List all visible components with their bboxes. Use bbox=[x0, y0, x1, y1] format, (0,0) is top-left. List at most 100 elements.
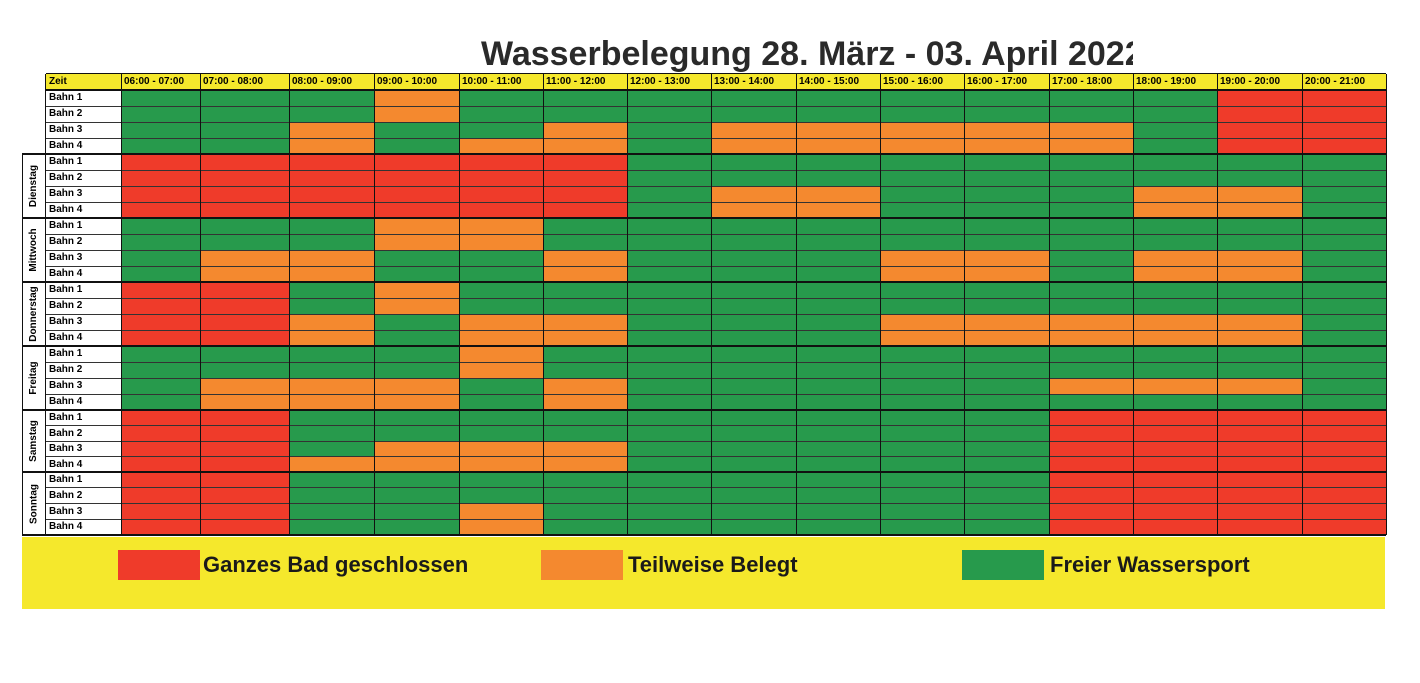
schedule-cell bbox=[1049, 425, 1133, 441]
schedule-cell bbox=[796, 330, 880, 346]
schedule-cell bbox=[1049, 170, 1133, 186]
schedule-cell bbox=[289, 519, 374, 535]
schedule-cell bbox=[964, 441, 1049, 457]
schedule-cell bbox=[627, 410, 711, 426]
schedule-cell bbox=[459, 234, 543, 250]
schedule-cell bbox=[374, 362, 459, 378]
schedule-cell bbox=[711, 90, 796, 106]
lane-label: Bahn 4 bbox=[49, 332, 83, 343]
schedule-cell bbox=[1217, 282, 1302, 298]
schedule-cell bbox=[289, 362, 374, 378]
schedule-cell bbox=[627, 394, 711, 410]
lane-label: Bahn 3 bbox=[49, 443, 83, 454]
schedule-cell bbox=[289, 410, 374, 426]
schedule-cell bbox=[374, 425, 459, 441]
schedule-cell bbox=[964, 330, 1049, 346]
schedule-cell bbox=[1217, 456, 1302, 472]
schedule-cell bbox=[1302, 410, 1386, 426]
schedule-cell bbox=[289, 154, 374, 170]
schedule-cell bbox=[711, 410, 796, 426]
schedule-cell bbox=[121, 298, 200, 314]
schedule-cell bbox=[121, 441, 200, 457]
schedule-cell bbox=[1049, 186, 1133, 202]
schedule-cell bbox=[1133, 250, 1217, 266]
schedule-cell bbox=[796, 441, 880, 457]
row-divider bbox=[46, 249, 1386, 251]
schedule-cell bbox=[1049, 154, 1133, 170]
day-separator bbox=[46, 89, 1386, 91]
schedule-cell bbox=[121, 266, 200, 282]
schedule-cell bbox=[796, 378, 880, 394]
schedule-cell bbox=[121, 122, 200, 138]
schedule-cell bbox=[1133, 106, 1217, 122]
lane-label: Bahn 3 bbox=[49, 124, 83, 135]
day-separator bbox=[22, 153, 1386, 155]
schedule-cell bbox=[796, 138, 880, 154]
schedule-cell bbox=[711, 519, 796, 535]
schedule-cell bbox=[627, 170, 711, 186]
schedule-cell bbox=[1133, 314, 1217, 330]
schedule-cell bbox=[1133, 487, 1217, 504]
header-band bbox=[46, 74, 1386, 90]
schedule-cell bbox=[796, 425, 880, 441]
schedule-title: Wasserbelegung 28. März - 03. April 2022 bbox=[481, 35, 1133, 73]
schedule-cell bbox=[543, 154, 627, 170]
day-separator bbox=[22, 471, 1386, 473]
schedule-cell bbox=[374, 218, 459, 234]
schedule-cell bbox=[796, 234, 880, 250]
schedule-cell bbox=[1302, 425, 1386, 441]
time-slot-header: 17:00 - 18:00 bbox=[1052, 76, 1113, 87]
legend-swatch bbox=[541, 550, 623, 580]
schedule-cell bbox=[1302, 394, 1386, 410]
schedule-cell bbox=[1133, 503, 1217, 520]
schedule-cell bbox=[880, 106, 964, 122]
schedule-cell bbox=[1049, 314, 1133, 330]
schedule-cell bbox=[289, 282, 374, 298]
schedule-cell bbox=[1217, 122, 1302, 138]
label-column-border bbox=[45, 74, 46, 535]
schedule-cell bbox=[200, 202, 289, 218]
schedule-cell bbox=[459, 90, 543, 106]
schedule-cell bbox=[1302, 519, 1386, 535]
schedule-cell bbox=[1133, 472, 1217, 488]
schedule-cell bbox=[459, 170, 543, 186]
schedule-cell bbox=[1217, 519, 1302, 535]
schedule-cell bbox=[543, 218, 627, 234]
schedule-cell bbox=[627, 425, 711, 441]
schedule-cell bbox=[1049, 138, 1133, 154]
schedule-cell bbox=[964, 487, 1049, 504]
schedule-cell bbox=[880, 202, 964, 218]
schedule-cell bbox=[711, 425, 796, 441]
day-separator bbox=[22, 409, 1386, 411]
schedule-cell bbox=[711, 250, 796, 266]
schedule-cell bbox=[1302, 346, 1386, 362]
schedule-cell bbox=[1217, 266, 1302, 282]
schedule-cell bbox=[964, 266, 1049, 282]
column-divider bbox=[458, 74, 460, 535]
lane-label: Bahn 3 bbox=[49, 188, 83, 199]
schedule-cell bbox=[1049, 472, 1133, 488]
lane-label: Bahn 1 bbox=[49, 348, 83, 359]
schedule-cell bbox=[964, 186, 1049, 202]
grid-bottom-border bbox=[22, 534, 1386, 536]
lane-label: Bahn 1 bbox=[49, 412, 83, 423]
schedule-cell bbox=[627, 250, 711, 266]
schedule-cell bbox=[289, 330, 374, 346]
schedule-cell bbox=[121, 394, 200, 410]
lane-label: Bahn 4 bbox=[49, 204, 83, 215]
schedule-cell bbox=[796, 122, 880, 138]
schedule-cell bbox=[289, 266, 374, 282]
schedule-cell bbox=[711, 122, 796, 138]
schedule-cell bbox=[964, 425, 1049, 441]
schedule-cell bbox=[711, 234, 796, 250]
schedule-cell bbox=[796, 362, 880, 378]
schedule-cell bbox=[880, 425, 964, 441]
schedule-cell bbox=[543, 298, 627, 314]
schedule-cell bbox=[200, 378, 289, 394]
legend-label: Teilweise Belegt bbox=[628, 552, 798, 577]
schedule-cell bbox=[543, 330, 627, 346]
schedule-cell bbox=[459, 298, 543, 314]
schedule-cell bbox=[200, 314, 289, 330]
schedule-cell bbox=[543, 410, 627, 426]
schedule-cell bbox=[1049, 378, 1133, 394]
